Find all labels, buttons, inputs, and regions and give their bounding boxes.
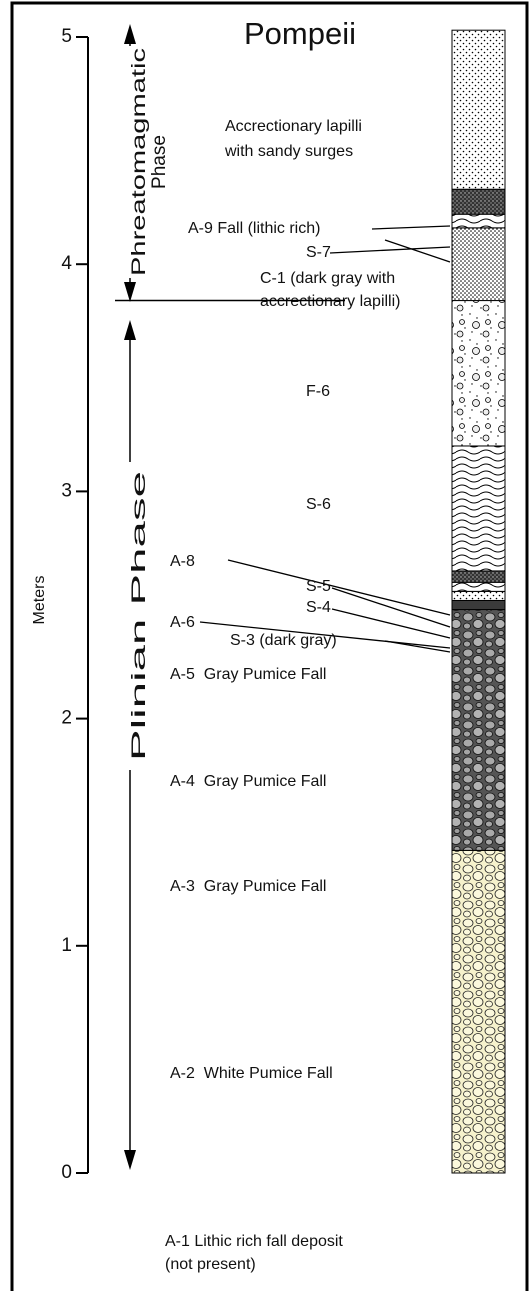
layer-label: accrectionary lapilli) — [260, 293, 401, 310]
layer-label: A-4 Gray Pumice Fall — [170, 773, 326, 790]
y-tick-label: 5 — [61, 26, 72, 47]
column — [452, 30, 505, 1173]
phase-label: Phreatomagmatic — [129, 48, 150, 276]
layer — [452, 301, 505, 446]
y-tick-label: 4 — [61, 253, 72, 274]
title: Pompeii — [244, 16, 356, 51]
layer — [452, 214, 505, 228]
layer-label: S-6 — [306, 496, 331, 513]
phase-label: Plinian Phase — [129, 471, 150, 761]
layer-label: A-6 — [170, 614, 195, 631]
layer-label: A-9 Fall (lithic rich) — [188, 220, 320, 237]
layer-label: A-2 White Pumice Fall — [170, 1065, 333, 1082]
layer — [452, 30, 505, 189]
layer-label: S-5 — [306, 578, 331, 595]
layer-label: S-4 — [306, 599, 331, 616]
layer — [452, 189, 505, 214]
layer — [452, 610, 505, 851]
layer-label: A-3 Gray Pumice Fall — [170, 878, 326, 895]
y-tick-label: 1 — [61, 935, 72, 956]
layer — [452, 600, 505, 609]
layer — [452, 591, 505, 600]
layer-label: C-1 (dark gray with — [260, 270, 395, 287]
layer-label: with sandy surges — [224, 143, 353, 160]
layer-label: A-5 Gray Pumice Fall — [170, 666, 326, 683]
layer — [452, 571, 505, 582]
layer-label: S-7 — [306, 244, 331, 261]
layer — [452, 446, 505, 571]
layer-label: Accrectionary lapilli — [225, 118, 362, 135]
layer — [452, 228, 505, 301]
y-tick-label: 0 — [61, 1162, 72, 1183]
layer-label: A-8 — [170, 553, 195, 570]
phase-label: Phase — [149, 135, 170, 189]
y-tick-label: 3 — [61, 480, 72, 501]
layer-label: A-1 Lithic rich fall deposit — [165, 1233, 343, 1250]
axis-label: Meters — [31, 576, 48, 625]
layer — [452, 582, 505, 591]
layer-label: S-3 (dark gray) — [230, 632, 337, 649]
layer — [452, 850, 505, 1173]
y-tick-label: 2 — [61, 708, 72, 729]
figure: Pompeii Meters Phreatomagmatic Phase Pli… — [0, 0, 529, 1291]
layer-label: (not present) — [165, 1256, 256, 1273]
layer-label: F-6 — [306, 383, 330, 400]
